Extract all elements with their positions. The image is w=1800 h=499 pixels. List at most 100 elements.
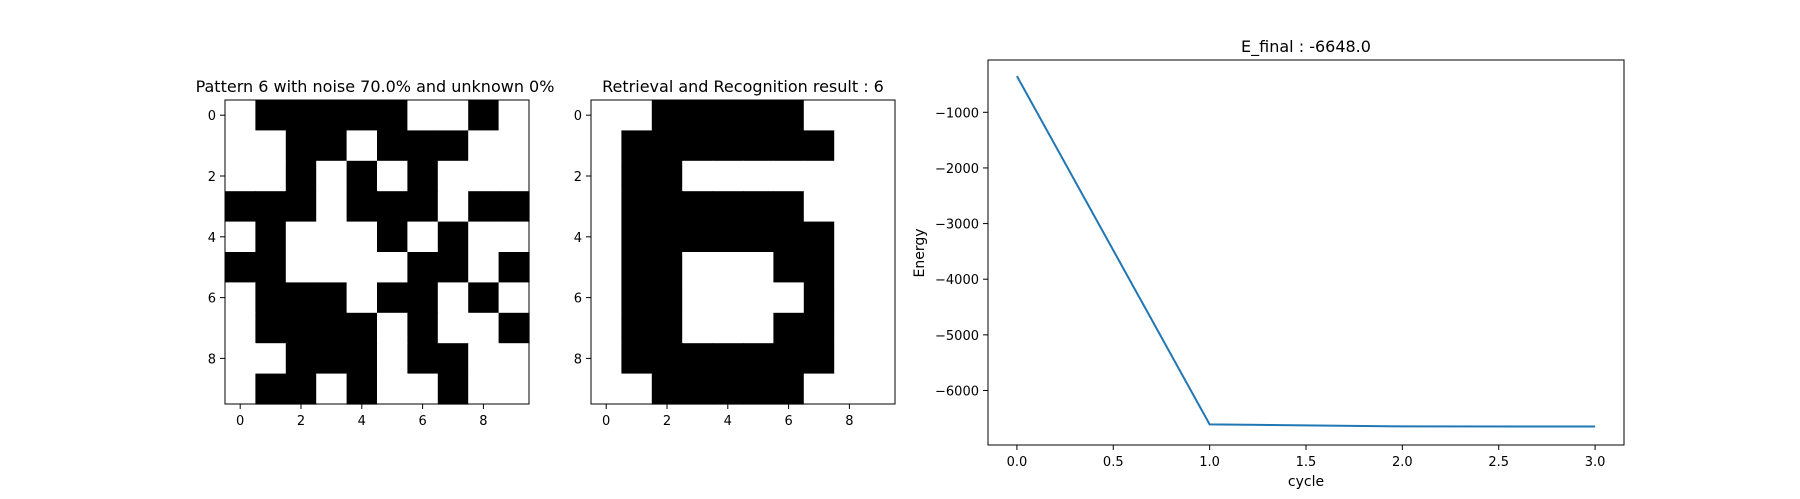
noisy-pattern-cell (255, 282, 287, 314)
retrieval-result-y-tick-label: 4 (574, 231, 582, 246)
retrieval-result-cell (743, 373, 774, 405)
energy-x-tick-label: 0.0 (1007, 455, 1028, 470)
energy-chart-title: E_final : -6648.0 (1241, 37, 1371, 57)
retrieval-result-cell (834, 221, 866, 253)
retrieval-result-x-tick-label: 4 (724, 414, 732, 429)
retrieval-result-cell (773, 373, 805, 405)
energy-y-tick-label: −2000 (935, 162, 979, 177)
retrieval-result-y-tick-label: 0 (574, 109, 582, 124)
noisy-pattern-cell (346, 191, 378, 223)
noisy-pattern-cell (255, 312, 287, 344)
noisy-pattern-cell (498, 130, 530, 162)
retrieval-result-cell (803, 373, 835, 405)
retrieval-result-cell (682, 373, 714, 405)
retrieval-result-cell (743, 221, 774, 253)
noisy-pattern-cell (225, 312, 256, 344)
retrieval-result-cell (712, 312, 744, 344)
retrieval-result-cell (621, 343, 653, 375)
retrieval-result-cell (621, 100, 653, 131)
retrieval-result-cell (591, 312, 622, 344)
retrieval-result-cell (712, 282, 744, 314)
noisy-pattern-cell (255, 160, 287, 192)
retrieval-result-cell (712, 160, 744, 192)
retrieval-result-cell (743, 130, 774, 162)
noisy-pattern-cell (316, 252, 348, 283)
noisy-pattern-cell (498, 252, 530, 283)
noisy-pattern-cell (316, 160, 348, 192)
energy-plot-frame (987, 59, 1625, 446)
noisy-pattern-cell (225, 191, 256, 223)
noisy-pattern-y-tick-label: 6 (208, 292, 216, 307)
energy-x-tick-label: 2.5 (1488, 455, 1509, 470)
noisy-pattern-cell (468, 160, 500, 192)
noisy-pattern-cell (225, 160, 256, 192)
x-axis-label: cycle (1288, 474, 1324, 490)
noisy-pattern-cell (377, 130, 408, 162)
noisy-pattern-cell (285, 100, 317, 131)
retrieval-result-cell (803, 100, 835, 131)
retrieval-result-cell (712, 221, 744, 253)
retrieval-result-cell (864, 312, 896, 344)
retrieval-result-frame (590, 99, 896, 405)
noisy-pattern-cell (377, 343, 408, 375)
retrieval-result-cell (773, 160, 805, 192)
retrieval-result-cell (834, 160, 866, 192)
noisy-pattern-cell (316, 221, 348, 253)
energy-y-tick-label: −1000 (935, 106, 979, 121)
retrieval-result-cell (773, 252, 805, 283)
retrieval-result-cell (743, 343, 774, 375)
noisy-pattern-cell (407, 282, 439, 314)
noisy-pattern-cell (437, 100, 469, 131)
noisy-pattern-cell (437, 312, 469, 344)
noisy-pattern-cell (285, 312, 317, 344)
noisy-pattern-cell (377, 373, 408, 405)
retrieval-result-cell (712, 373, 744, 405)
noisy-pattern-cell (316, 343, 348, 375)
noisy-pattern-cell (498, 221, 530, 253)
energy-y-tick-label: −4000 (935, 273, 979, 288)
retrieval-result-cell (621, 252, 653, 283)
noisy-pattern-title: Pattern 6 with noise 70.0% and unknown 0… (196, 77, 555, 96)
retrieval-result-ticks: 0 2 4 6 8 0 2 4 6 8 (574, 109, 854, 429)
noisy-pattern-cell (377, 282, 408, 314)
noisy-pattern-cell (316, 312, 348, 344)
noisy-pattern-x-tick-label: 2 (297, 414, 305, 429)
energy-y-tick-label: −3000 (935, 218, 979, 233)
retrieval-result-cell (682, 252, 714, 283)
retrieval-result-cell (591, 282, 622, 314)
retrieval-result-cell (651, 130, 683, 162)
noisy-pattern-cell (377, 312, 408, 344)
retrieval-result-cell (712, 343, 744, 375)
noisy-pattern-cell (407, 130, 439, 162)
noisy-pattern-cell (346, 160, 378, 192)
noisy-pattern-cell (285, 282, 317, 314)
noisy-pattern-y-tick-label: 4 (208, 231, 216, 246)
noisy-pattern-y-tick-label: 2 (208, 170, 216, 185)
retrieval-result-cell (834, 373, 866, 405)
retrieval-result-cell (864, 221, 896, 253)
noisy-pattern-cell (468, 191, 500, 223)
noisy-pattern-cell (377, 191, 408, 223)
retrieval-result-cell (743, 282, 774, 314)
retrieval-result-cell (682, 191, 714, 223)
noisy-pattern-x-tick-label: 6 (418, 414, 426, 429)
retrieval-result-cell (651, 343, 683, 375)
noisy-pattern-cell (316, 373, 348, 405)
noisy-pattern-cell (437, 343, 469, 375)
energy-y-tick-label: −5000 (935, 329, 979, 344)
noisy-pattern-cell (468, 343, 500, 375)
retrieval-result-cell (803, 252, 835, 283)
retrieval-result-cell (682, 160, 714, 192)
noisy-pattern-cell (437, 191, 469, 223)
noisy-pattern-cell (407, 373, 439, 405)
noisy-pattern-cell (407, 312, 439, 344)
retrieval-result-cell (803, 160, 835, 192)
retrieval-result-cell (651, 312, 683, 344)
noisy-pattern-cell (285, 252, 317, 283)
noisy-pattern-cell (498, 312, 530, 344)
noisy-pattern-cell (316, 130, 348, 162)
noisy-pattern-cell (285, 343, 317, 375)
noisy-pattern-cell (468, 373, 500, 405)
noisy-pattern-frame (224, 99, 530, 405)
noisy-pattern-cell (346, 252, 378, 283)
